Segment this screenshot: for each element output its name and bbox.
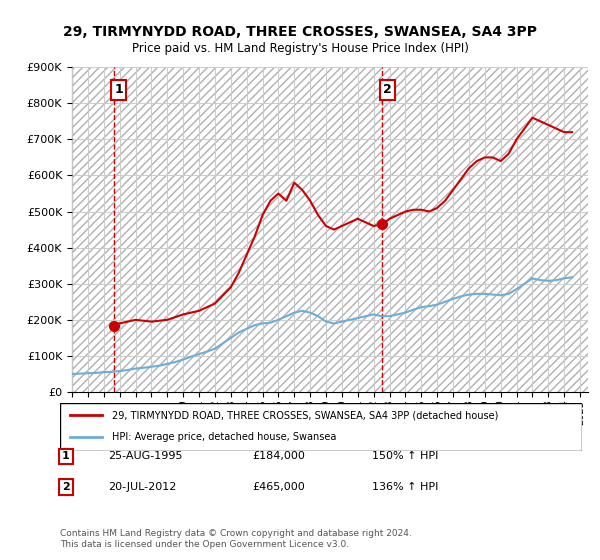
Text: HPI: Average price, detached house, Swansea: HPI: Average price, detached house, Swan… <box>112 432 337 442</box>
Text: 1: 1 <box>115 83 123 96</box>
FancyBboxPatch shape <box>60 403 582 451</box>
Text: 150% ↑ HPI: 150% ↑ HPI <box>372 451 439 461</box>
Text: 29, TIRMYNYDD ROAD, THREE CROSSES, SWANSEA, SA4 3PP (detached house): 29, TIRMYNYDD ROAD, THREE CROSSES, SWANS… <box>112 410 499 420</box>
Bar <box>382 67 588 392</box>
Text: 2: 2 <box>62 482 70 492</box>
Text: 29, TIRMYNYDD ROAD, THREE CROSSES, SWANSEA, SA4 3PP: 29, TIRMYNYDD ROAD, THREE CROSSES, SWANS… <box>63 25 537 39</box>
Text: 20-JUL-2012: 20-JUL-2012 <box>108 482 176 492</box>
Text: Price paid vs. HM Land Registry's House Price Index (HPI): Price paid vs. HM Land Registry's House … <box>131 42 469 55</box>
Bar <box>114 67 382 392</box>
Text: 136% ↑ HPI: 136% ↑ HPI <box>372 482 439 492</box>
Text: 1: 1 <box>62 451 70 461</box>
Text: £465,000: £465,000 <box>252 482 305 492</box>
Text: Contains HM Land Registry data © Crown copyright and database right 2024.
This d: Contains HM Land Registry data © Crown c… <box>60 529 412 549</box>
Text: £184,000: £184,000 <box>252 451 305 461</box>
Text: 25-AUG-1995: 25-AUG-1995 <box>108 451 182 461</box>
Text: 2: 2 <box>383 83 392 96</box>
Bar <box>72 67 114 392</box>
